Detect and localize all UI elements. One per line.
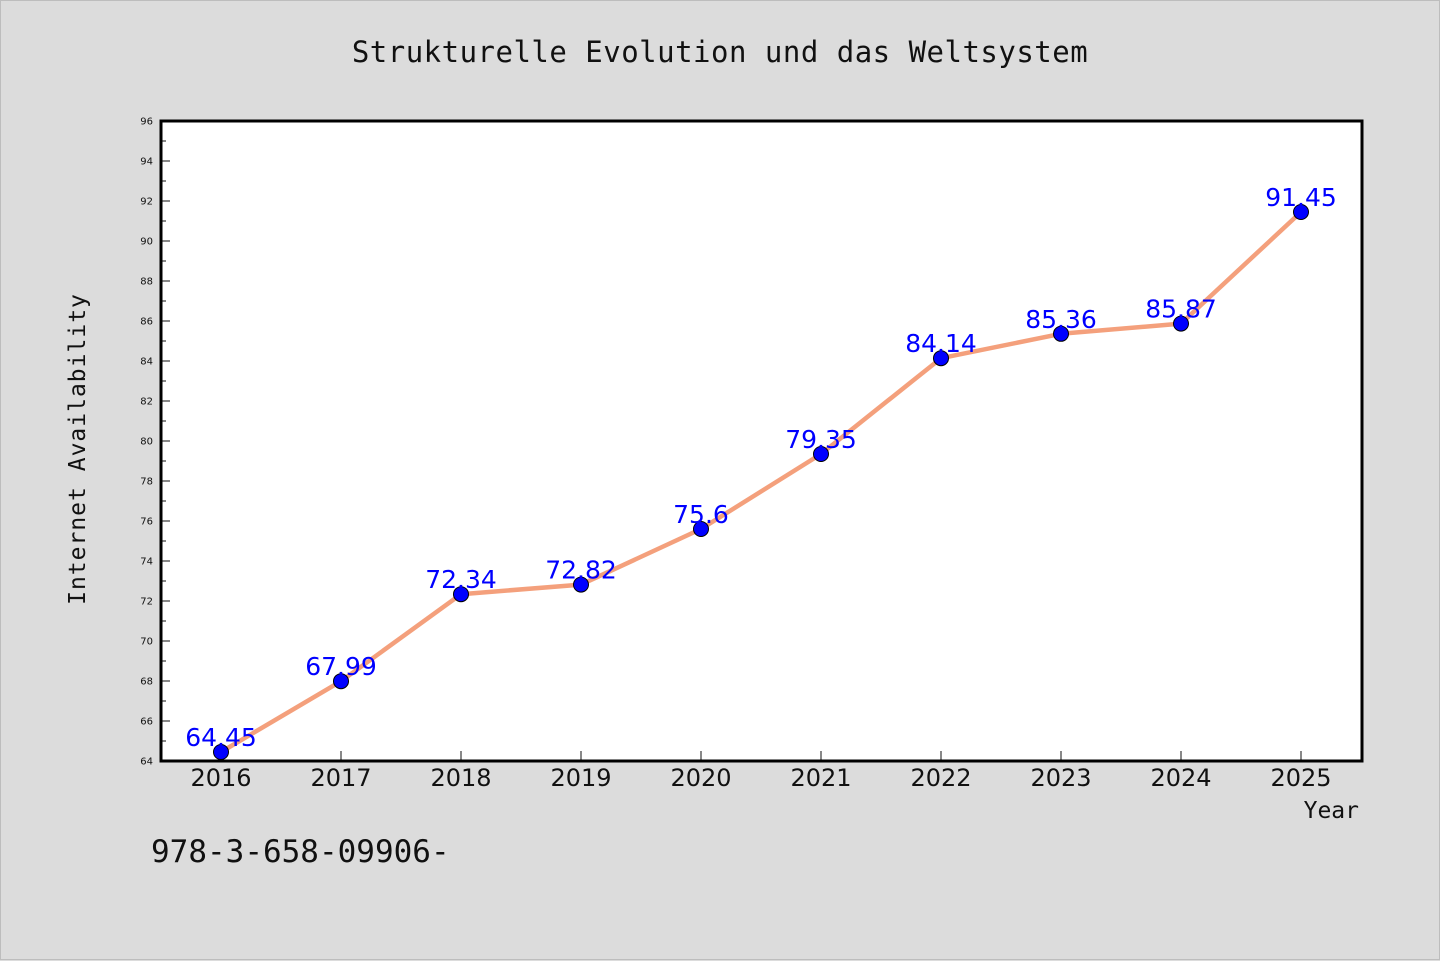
x-tick-label: 2020	[670, 764, 731, 792]
y-tick-label: 64	[140, 757, 153, 768]
plot-frame	[159, 119, 1364, 763]
y-tick-label: 80	[140, 437, 153, 448]
y-tick-label: 94	[140, 157, 153, 168]
y-tick-label: 90	[140, 237, 153, 248]
x-tick-label: 2024	[1150, 764, 1211, 792]
x-tick-label: 2016	[190, 764, 251, 792]
data-label: 85.87	[1145, 295, 1217, 324]
data-label: 72.34	[425, 565, 497, 594]
data-point	[1293, 204, 1309, 220]
y-tick-label: 78	[140, 477, 153, 488]
y-tick-label: 68	[140, 677, 153, 688]
data-label: 72.82	[545, 556, 617, 585]
data-point	[333, 673, 349, 690]
x-tick-label: 2017	[310, 764, 371, 792]
data-point	[813, 446, 829, 462]
isbn-footer-text: 978-3-658-09906-	[151, 834, 450, 870]
chart-title: Strukturelle Evolution und das Weltsyste…	[351, 35, 1089, 69]
x-tick-label: 2021	[790, 764, 851, 792]
data-point	[693, 521, 709, 537]
x-tick-label: 2022	[910, 764, 971, 792]
y-tick-label: 76	[140, 517, 153, 528]
y-tick-label: 74	[140, 557, 153, 568]
data-label: 67.99	[305, 652, 377, 681]
y-tick-label: 84	[140, 357, 153, 368]
x-tick-label: 2019	[550, 764, 611, 792]
data-label: 84.14	[905, 329, 977, 358]
series-line	[218, 209, 1304, 755]
data-label: 79.35	[785, 425, 857, 454]
data-point	[1053, 325, 1069, 342]
y-tick-label: 66	[140, 717, 153, 728]
plot-area	[161, 121, 1362, 761]
data-label: 75.6	[673, 500, 729, 529]
y-tick-label: 96	[140, 117, 153, 128]
y-tick-label: 70	[140, 637, 153, 648]
data-point	[933, 350, 949, 367]
x-tick-label: 2018	[430, 764, 491, 792]
y-tick-label: 82	[140, 397, 153, 408]
x-axis-label: Year	[1303, 798, 1359, 824]
data-point	[453, 586, 469, 603]
data-label: 91.45	[1265, 183, 1337, 212]
data-point	[573, 576, 589, 593]
y-tick-label: 72	[140, 597, 153, 608]
y-tick-label: 88	[140, 277, 153, 288]
x-tick-label: 2025	[1270, 764, 1331, 792]
y-tick-label: 92	[140, 197, 153, 208]
y-tick-label: 86	[140, 317, 153, 328]
x-tick-label: 2023	[1030, 764, 1091, 792]
data-label: 85.36	[1025, 305, 1097, 334]
data-label: 64.45	[185, 723, 257, 752]
data-point	[1173, 315, 1189, 332]
